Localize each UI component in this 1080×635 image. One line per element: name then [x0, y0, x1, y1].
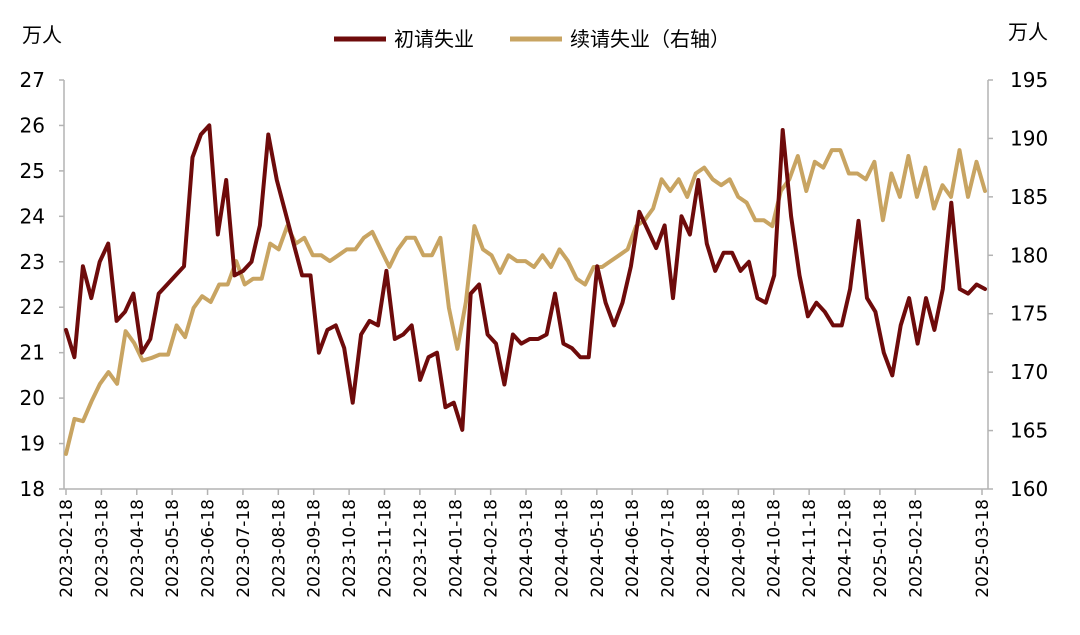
x-tick-label: 2023-05-18: [163, 499, 183, 598]
left-axis-ticks: 27 26 25 24 23 22 21 20 19 18: [20, 68, 64, 501]
right-tick-label: 190: [1010, 126, 1048, 150]
left-axis-unit: 万人: [22, 23, 62, 47]
x-tick-label: 2024-07-18: [659, 499, 679, 598]
legend-label-continuing-claims: 续请失业（右轴）: [570, 27, 730, 51]
x-tick-label: 2024-08-18: [694, 499, 714, 598]
right-tick-label: 175: [1010, 302, 1048, 326]
left-tick-label: 22: [20, 295, 45, 319]
right-axis-ticks: 195 190 185 180 175 170 165 160: [988, 68, 1048, 501]
left-tick-label: 21: [20, 341, 45, 365]
right-tick-label: 180: [1010, 243, 1048, 267]
left-tick-label: 26: [20, 113, 45, 137]
x-tick-label: 2024-09-18: [729, 499, 749, 598]
right-tick-label: 160: [1010, 477, 1048, 501]
x-axis-ticks: 2023-02-18 2023-03-18 2023-04-18 2023-05-18…: [57, 489, 993, 598]
right-tick-label: 195: [1010, 68, 1048, 92]
x-tick-label: 2024-12-18: [836, 499, 856, 598]
x-tick-label: 2023-04-18: [128, 499, 148, 598]
x-tick-label: 2025-02-18: [906, 499, 926, 598]
x-tick-label: 2023-09-18: [305, 499, 325, 598]
x-tick-label: 2023-08-18: [269, 499, 289, 598]
right-tick-label: 165: [1010, 419, 1048, 443]
x-tick-label: 2025-03-18: [973, 499, 993, 598]
legend: 初请失业 续请失业（右轴）: [334, 27, 730, 51]
x-tick-label: 2024-02-18: [482, 499, 502, 598]
x-tick-label: 2023-06-18: [199, 499, 219, 598]
x-tick-label: 2023-02-18: [57, 499, 77, 598]
left-tick-label: 25: [20, 159, 45, 183]
left-tick-label: 18: [20, 477, 45, 501]
x-tick-label: 2023-10-18: [340, 499, 360, 598]
right-tick-label: 170: [1010, 360, 1048, 384]
left-tick-label: 24: [20, 204, 45, 228]
x-tick-label: 2024-05-18: [588, 499, 608, 598]
x-tick-label: 2024-10-18: [765, 499, 785, 598]
right-tick-label: 185: [1010, 185, 1048, 209]
x-tick-label: 2024-06-18: [623, 499, 643, 598]
x-tick-label: 2024-01-18: [446, 499, 466, 598]
legend-label-initial-claims: 初请失业: [394, 27, 474, 51]
left-tick-label: 19: [20, 432, 45, 456]
x-tick-label: 2023-12-18: [411, 499, 431, 598]
left-tick-label: 23: [20, 250, 45, 274]
x-tick-label: 2024-11-18: [800, 499, 820, 598]
x-tick-label: 2025-01-18: [871, 499, 891, 598]
x-tick-label: 2024-03-18: [517, 499, 537, 598]
right-axis-unit: 万人: [1008, 20, 1048, 44]
series-line-initial-claims: [64, 123, 987, 432]
x-tick-label: 2023-11-18: [375, 499, 395, 598]
series-line-continuing-claims: [64, 148, 987, 456]
left-tick-label: 27: [20, 68, 45, 92]
x-tick-label: 2024-04-18: [552, 499, 572, 598]
left-tick-label: 20: [20, 386, 45, 410]
x-tick-label: 2023-07-18: [234, 499, 254, 598]
x-tick-label: 2023-03-18: [92, 499, 112, 598]
